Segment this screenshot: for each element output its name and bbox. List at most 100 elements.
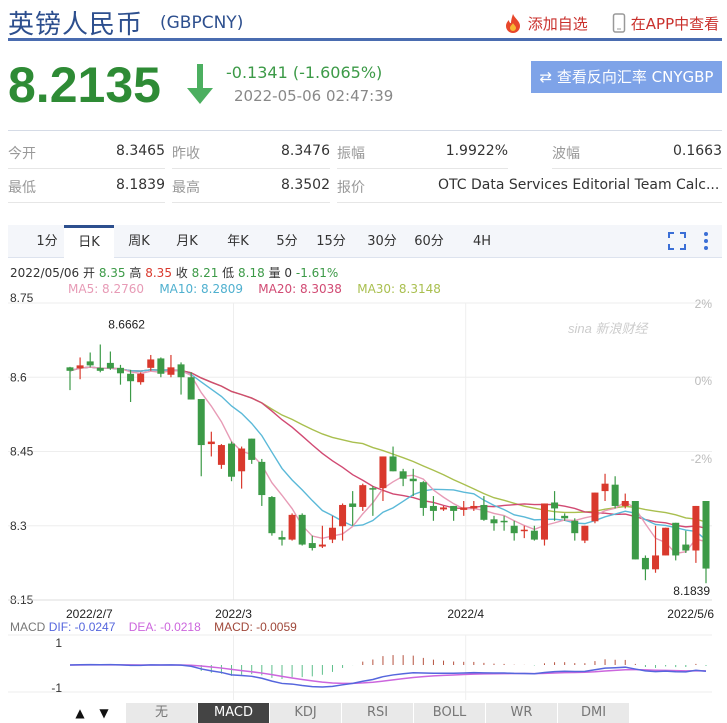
candle xyxy=(540,503,548,546)
tab-3[interactable]: 月K xyxy=(176,234,198,249)
candle-body xyxy=(318,544,326,547)
candle xyxy=(248,438,256,464)
candle-body xyxy=(561,515,569,519)
add-watchlist-button[interactable]: 添加自选 xyxy=(503,13,588,34)
macd-axis-label: 1 xyxy=(55,636,62,650)
candle xyxy=(409,468,417,497)
reverse-rate-button[interactable]: ⇄ 查看反向汇率 CNYGBP xyxy=(531,61,722,93)
candle xyxy=(682,530,690,553)
candle-body xyxy=(652,555,660,570)
ma10-label: MA10: 8.2809 xyxy=(159,282,243,296)
candle xyxy=(450,505,458,521)
arrow-down-icon xyxy=(187,64,213,104)
x-tick-label: 2022/4 xyxy=(447,607,484,621)
indicator-tab-2[interactable]: KDJ xyxy=(270,703,342,723)
y-tick-label: 8.3 xyxy=(10,519,27,533)
y-tick-label: 8.6 xyxy=(10,370,27,384)
arrow-down-small-icon[interactable]: ▼ xyxy=(99,706,109,720)
tab-7[interactable]: 30分 xyxy=(367,234,397,249)
header-divider xyxy=(8,38,722,41)
x-tick-label: 2022/5/6 xyxy=(667,607,714,621)
candle xyxy=(672,522,680,561)
tab-1[interactable]: 日K xyxy=(64,225,114,258)
indicator-tab-6[interactable]: DMI xyxy=(558,703,630,723)
y-tick-label: 8.75 xyxy=(10,291,34,305)
stat-divider xyxy=(337,168,508,169)
candle-body xyxy=(389,456,397,472)
tab-8[interactable]: 60分 xyxy=(414,234,444,249)
candle xyxy=(581,525,589,544)
indicator-tab-0[interactable]: 无 xyxy=(126,703,198,723)
tab-9[interactable]: 4H xyxy=(472,234,492,249)
stat-divider xyxy=(172,168,330,169)
stat-label: 今开 xyxy=(8,146,36,162)
candle xyxy=(308,535,316,551)
watermark: sina 新浪财经 xyxy=(568,321,649,336)
tab-4[interactable]: 年K xyxy=(227,234,249,249)
stat-label: 波幅 xyxy=(552,146,580,162)
candle-body xyxy=(328,527,336,540)
candle-body xyxy=(106,362,114,369)
candle xyxy=(197,399,205,477)
candle xyxy=(571,518,579,541)
candle-body xyxy=(662,527,670,556)
candle xyxy=(591,492,599,524)
macd-dea: DEA: -0.0218 xyxy=(128,620,201,634)
candle xyxy=(490,515,498,531)
fire-icon xyxy=(506,14,520,33)
tab-0[interactable]: 1分 xyxy=(36,234,58,249)
phone-icon xyxy=(612,13,626,33)
candle xyxy=(288,513,296,541)
quote-time: 2022-05-06 02:47:39 xyxy=(234,87,394,105)
candle-body xyxy=(500,520,508,523)
candle-body xyxy=(167,367,175,375)
candle-body xyxy=(510,525,518,534)
indicator-tab-4[interactable]: BOLL xyxy=(414,703,486,723)
macd-dif: DIF: -0.0247 xyxy=(48,620,116,634)
candle xyxy=(510,520,518,541)
info-high: 8.35 xyxy=(145,266,172,280)
open-in-app-button[interactable]: 在APP中查看 xyxy=(612,13,719,34)
info-open-label: 开 xyxy=(83,266,96,280)
tab-2[interactable]: 周K xyxy=(128,234,150,249)
right-tick-label: 2% xyxy=(695,297,713,311)
candle-body xyxy=(702,501,710,569)
candle-body xyxy=(238,448,246,472)
candle-body xyxy=(278,537,286,540)
candle xyxy=(631,501,639,560)
candle-body xyxy=(147,359,155,368)
candle xyxy=(207,431,215,457)
candle xyxy=(440,505,448,511)
indicator-tab-5[interactable]: WR xyxy=(486,703,558,723)
candle-body xyxy=(197,399,205,446)
candle xyxy=(702,501,710,584)
tab-5[interactable]: 5分 xyxy=(276,234,298,249)
candle-body xyxy=(258,461,266,496)
tab-6[interactable]: 15分 xyxy=(316,234,346,249)
candle-body xyxy=(440,507,448,510)
indicator-tab-1[interactable]: MACD xyxy=(198,703,270,723)
info-date: 2022/05/06 xyxy=(10,266,80,280)
candle xyxy=(177,362,185,395)
right-tick-label: 0% xyxy=(695,374,713,388)
arrow-up-icon[interactable]: ▲ xyxy=(75,706,85,720)
candle-body xyxy=(490,519,498,524)
indicator-tab-3[interactable]: RSI xyxy=(342,703,414,723)
candle xyxy=(601,473,609,501)
candle-body xyxy=(470,505,478,509)
candle xyxy=(298,513,306,546)
candle-body xyxy=(611,484,619,506)
candle-body xyxy=(157,358,165,374)
more-icon[interactable] xyxy=(702,230,710,252)
info-pct: -1.61% xyxy=(295,266,339,280)
fullscreen-icon[interactable] xyxy=(668,232,686,250)
candle-body xyxy=(288,514,296,540)
candle xyxy=(652,525,660,573)
info-low: 8.18 xyxy=(238,266,265,280)
y-tick-label: 8.45 xyxy=(10,445,34,459)
candle xyxy=(238,446,246,489)
candle-body xyxy=(76,365,84,369)
candle xyxy=(460,501,468,516)
candle xyxy=(399,468,407,487)
